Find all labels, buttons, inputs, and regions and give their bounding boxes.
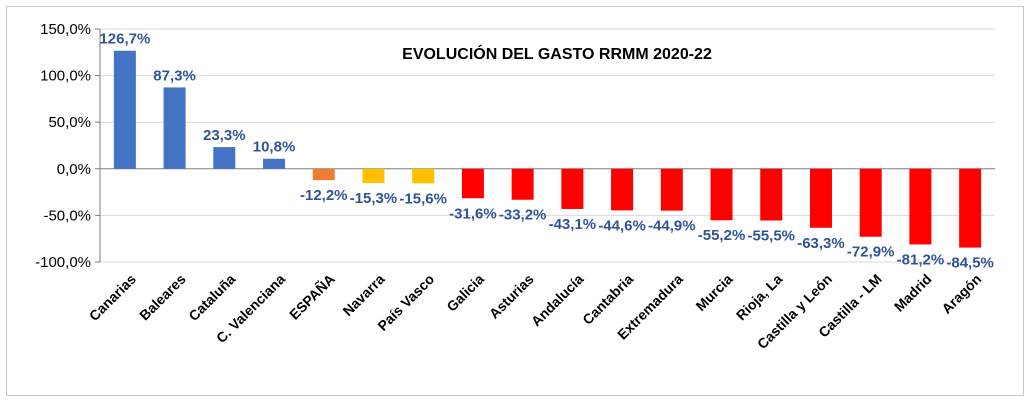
data-label: -44,9% (648, 218, 696, 235)
data-label: 10,8% (253, 139, 296, 156)
category-label: ESPAÑA (285, 270, 338, 323)
bar (561, 168, 584, 209)
category-label: Aragón (938, 271, 984, 317)
bar (412, 168, 435, 184)
data-label: -55,5% (747, 228, 795, 245)
y-tick-label: 150,0% (40, 21, 91, 38)
bar (113, 50, 136, 169)
bar (909, 168, 932, 245)
bar (660, 168, 683, 211)
bar (213, 147, 236, 169)
category-label: Asturias (486, 271, 537, 322)
chart-title: EVOLUCIÓN DEL GASTO RRMM 2020-22 (402, 44, 712, 63)
y-tick-label: 0,0% (57, 161, 91, 178)
data-labels: 126,7%87,3%23,3%10,8%-12,2% -15,3% -15,6%-… (99, 31, 993, 272)
category-label: Baleares (136, 271, 189, 324)
bar (362, 168, 385, 184)
bar (859, 168, 882, 237)
data-label: 23,3% (203, 127, 246, 144)
category-label: Rioja, La (733, 271, 786, 324)
data-label: -81,2% (897, 251, 945, 268)
data-label: 87,3% (153, 67, 196, 84)
data-label: -72,9% (847, 244, 895, 261)
category-label: Navarra (339, 271, 387, 319)
data-label: -44,6% (598, 217, 646, 234)
bar (263, 158, 286, 169)
y-tick-label: 50,0% (48, 114, 91, 131)
chart-frame (6, 6, 1024, 396)
data-label: -55,2% (698, 227, 746, 244)
data-label: -33,2% (499, 207, 547, 224)
gridlines (100, 28, 995, 263)
bar (461, 168, 484, 199)
y-tick-label: 100,0% (40, 68, 91, 85)
category-label: Galicia (443, 271, 487, 315)
y-tick-label: -50,0% (43, 207, 91, 224)
data-label: -84,5% (946, 255, 994, 272)
category-label: Andalucía (528, 271, 587, 330)
data-label: -63,3% (797, 235, 845, 252)
y-tick-label: -100,0% (35, 254, 91, 271)
bar (163, 87, 186, 169)
bar (710, 168, 733, 221)
data-label: -15,3% (350, 190, 398, 207)
bar (511, 168, 534, 200)
data-label: -43,1% (549, 216, 597, 233)
bar (760, 168, 783, 221)
category-label: Canarias (86, 271, 139, 324)
data-label: 126,7% (99, 31, 150, 48)
category-label: Murcia (692, 271, 735, 314)
bar (809, 168, 832, 228)
bars (113, 50, 982, 248)
category-label: Madrid (891, 271, 935, 315)
data-label: -15,6% (399, 190, 447, 207)
data-label: -31,6% (449, 205, 497, 222)
bar (611, 168, 634, 211)
data-label: -12,2% (300, 187, 348, 204)
bar (312, 168, 335, 181)
bar (959, 168, 982, 248)
y-axis: 150,0% 100,0% 50,0% 0,0% -50,0% -100,0% (35, 21, 101, 271)
